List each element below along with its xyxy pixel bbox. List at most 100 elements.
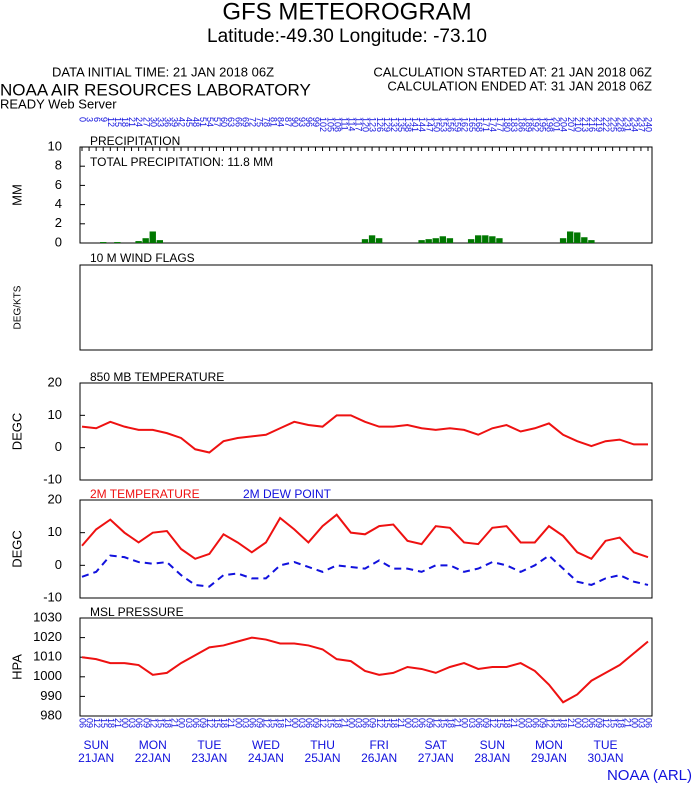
hour-tick-label: 183 — [509, 117, 519, 132]
hour-tick-label: 213 — [580, 117, 590, 132]
utc-label: 15 — [325, 718, 335, 728]
hour-tick-label: 234 — [629, 117, 639, 132]
utc-label: 03 — [184, 718, 194, 728]
hour-tick-label: 210 — [573, 117, 583, 132]
y-axis-label: DEGC — [9, 413, 24, 451]
series-line — [81, 414, 648, 454]
utc-label: 21 — [283, 718, 293, 728]
hour-tick-label: 87 — [283, 117, 293, 127]
y-tick-label: 10 — [48, 138, 62, 153]
utc-label: 21 — [226, 718, 236, 728]
day-label: TUE — [594, 738, 618, 752]
hour-tick-label: 228 — [615, 117, 625, 132]
hour-tick-label: 9 — [99, 117, 109, 122]
day-label: MON — [139, 738, 167, 752]
legend-entry: 2M TEMPERATURE — [90, 487, 200, 501]
utc-label: 00 — [516, 718, 526, 728]
hour-tick-label: 225 — [608, 117, 618, 132]
hour-tick-label: 18 — [120, 117, 130, 127]
utc-label: 18 — [615, 718, 625, 728]
hour-tick-label: 141 — [410, 117, 420, 132]
hour-tick-label: 150 — [431, 117, 441, 132]
hour-tick-label: 27 — [141, 117, 151, 127]
date-label: 27JAN — [418, 751, 454, 765]
panel-title: 10 M WIND FLAGS — [90, 251, 195, 265]
utc-label: 12 — [318, 718, 328, 728]
date-label: 22JAN — [135, 751, 171, 765]
utc-label: 18 — [389, 718, 399, 728]
day-label: MON — [535, 738, 563, 752]
utc-label: 06 — [304, 718, 314, 728]
y-tick-label: 10 — [48, 524, 62, 539]
date-label: 28JAN — [474, 751, 510, 765]
y-tick-label: 20 — [48, 491, 62, 506]
panel-frame — [79, 382, 653, 481]
utc-label: 15 — [438, 718, 448, 728]
utc-label: 15 — [382, 718, 392, 728]
utc-label: 09 — [594, 718, 604, 728]
hour-tick-label: 69 — [240, 117, 250, 127]
hour-tick-label: 54 — [205, 117, 215, 127]
utc-label: 03 — [637, 718, 647, 728]
utc-label: 18 — [106, 718, 116, 728]
date-label: 23JAN — [191, 751, 227, 765]
precip-bar — [156, 240, 164, 243]
utc-label: 03 — [580, 718, 590, 728]
hour-tick-label: 135 — [396, 117, 406, 132]
utc-label: 03 — [467, 718, 477, 728]
utc-label: 03 — [297, 718, 307, 728]
precip-bar — [432, 238, 439, 243]
precip-bar — [142, 238, 149, 243]
y-tick-label: 1010 — [33, 649, 62, 664]
subtitle: Latitude:-49.30 Longitude: -73.10 — [207, 26, 487, 47]
utc-label: 15 — [552, 718, 562, 728]
utc-label: 15 — [269, 718, 279, 728]
precip-bar — [482, 235, 489, 243]
y-tick-label: 990 — [40, 688, 62, 703]
utc-label: 00 — [346, 718, 356, 728]
utc-label: 09 — [198, 718, 208, 728]
utc-label: 12 — [262, 718, 272, 728]
y-tick-label: 0 — [55, 439, 62, 454]
hour-tick-label: 42 — [177, 117, 187, 127]
hour-tick-label: 102 — [318, 117, 328, 132]
panel-frame — [79, 499, 653, 599]
utc-label: 09 — [85, 718, 95, 728]
precip-bar — [467, 239, 475, 243]
hour-tick-label: 192 — [530, 117, 540, 132]
hour-tick-label: 3 — [85, 117, 95, 122]
utc-label: 00 — [177, 718, 187, 728]
hour-tick-label: 195 — [538, 117, 548, 132]
precip-bar — [149, 231, 156, 243]
panel-title: PRECIPITATION — [90, 134, 180, 148]
hour-tick-label: 66 — [233, 117, 243, 127]
precip-bar — [559, 238, 567, 243]
precip-bar — [581, 237, 588, 243]
hour-tick-label: 24 — [134, 117, 144, 127]
precip-bar — [588, 240, 595, 243]
y-tick-label: -10 — [43, 589, 62, 604]
hour-tick-label: 33 — [155, 117, 165, 127]
legend-entry: 2M DEW POINT — [243, 487, 332, 501]
utc-label: 18 — [559, 718, 569, 728]
utc-label: 18 — [332, 718, 342, 728]
utc-label: 06 — [361, 718, 371, 728]
precip-bar — [439, 236, 447, 243]
utc-label: 18 — [446, 718, 456, 728]
date-label: 25JAN — [305, 751, 341, 765]
day-label: WED — [252, 738, 280, 752]
calc-ended: CALCULATION ENDED AT: 31 JAN 2018 06Z — [387, 78, 652, 93]
utc-label: 06 — [644, 718, 654, 728]
y-axis-label: DEG/KTS — [13, 285, 24, 329]
hour-tick-label: 99 — [311, 117, 321, 127]
hour-tick-label: 198 — [545, 117, 555, 132]
precip-bar — [361, 239, 369, 243]
day-label: SUN — [480, 738, 505, 752]
day-label: THU — [310, 738, 335, 752]
utc-label: 18 — [276, 718, 286, 728]
server: READY Web Server — [0, 96, 117, 111]
hour-tick-label: 216 — [587, 117, 597, 132]
utc-label: 00 — [120, 718, 130, 728]
precip-bar — [475, 235, 482, 243]
utc-label: 06 — [134, 718, 144, 728]
